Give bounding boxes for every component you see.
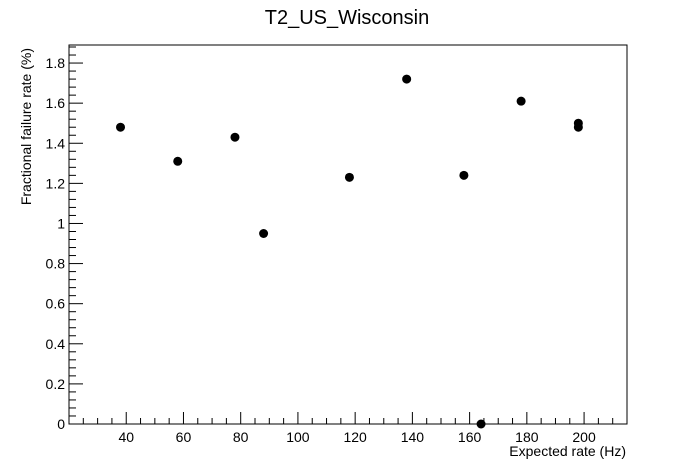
data-point [516, 96, 526, 106]
y-tick-label: 0.2 [46, 376, 66, 392]
x-tick-label: 120 [343, 429, 367, 445]
x-tick-label: 60 [176, 429, 192, 445]
chart-title: T2_US_Wisconsin [265, 7, 430, 29]
x-axis-ticks [82, 412, 628, 424]
x-tick-label: 160 [458, 429, 482, 445]
y-tick-label: 0.4 [46, 336, 66, 352]
plot-frame [68, 44, 628, 425]
x-tick-label: 100 [286, 429, 310, 445]
x-tick-label: 180 [515, 429, 539, 445]
y-tick-label: 1.6 [46, 95, 66, 111]
x-axis-label: Expected rate (Hz) [509, 443, 626, 459]
y-axis-label: Fractional failure rate (%) [18, 48, 34, 205]
data-point [173, 156, 183, 166]
y-tick-label: 1.4 [46, 135, 66, 151]
x-tick-label: 40 [118, 429, 134, 445]
x-tick-label: 80 [233, 429, 249, 445]
y-tick-label: 1.2 [46, 175, 66, 191]
data-point [116, 122, 126, 132]
data-point [573, 122, 583, 132]
y-tick-label: 0.6 [46, 296, 66, 312]
data-points [116, 74, 583, 429]
data-point [259, 228, 269, 238]
y-tick-label: 1 [57, 215, 65, 231]
data-point [402, 74, 412, 84]
x-tick-label: 140 [401, 429, 425, 445]
y-axis-ticks [69, 46, 83, 425]
x-axis-tick-labels: 40 60 80 100 120 140 160 180 200 [118, 429, 596, 445]
y-tick-label: 1.8 [46, 55, 66, 71]
x-tick-label: 200 [572, 429, 596, 445]
data-point [459, 170, 469, 180]
data-point [230, 132, 240, 142]
y-axis-tick-labels: 0 0.2 0.4 0.6 0.8 1 1.2 1.4 1.6 1.8 [46, 55, 66, 432]
y-tick-label: 0.8 [46, 256, 66, 272]
data-point [344, 172, 354, 182]
plot-frame-rect [68, 44, 628, 425]
y-tick-label: 0 [57, 416, 65, 432]
data-point [476, 419, 486, 429]
